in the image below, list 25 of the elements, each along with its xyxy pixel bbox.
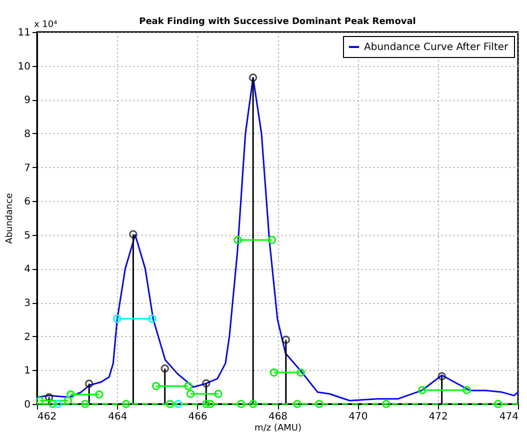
y-tick-label: 11 xyxy=(18,28,30,38)
y-tick-label: 1 xyxy=(24,366,30,377)
y-axis-title: Abundance xyxy=(4,192,15,244)
line-series xyxy=(36,76,519,402)
y-tick-label: 2 xyxy=(24,332,30,343)
y-tick-label: 3 xyxy=(24,298,30,310)
y-tick-label: 9 xyxy=(24,95,30,106)
text: x 10⁴ xyxy=(34,20,58,30)
y-tick-label: 4 xyxy=(24,264,30,276)
x-axis-title: m/z (AMU) xyxy=(254,424,302,434)
x-tick-label: 474 xyxy=(499,412,518,422)
y-tick-label: 8 xyxy=(24,128,30,140)
x-tick-label: 464 xyxy=(108,412,128,422)
x-tick-label: 470 xyxy=(348,412,368,422)
y-tick-label: 0 xyxy=(24,400,30,410)
legend-label: Abundance Curve After Filter xyxy=(364,42,510,53)
y-tick-label: 10 xyxy=(18,61,30,72)
y-tick-label: 7 xyxy=(24,162,30,174)
y-tick-label: 5 xyxy=(24,230,30,242)
chart-title: Peak Finding with Successive Dominant Peak Removal xyxy=(139,17,416,27)
x-tick-label: 468 xyxy=(268,412,288,422)
x-tick-label: 472 xyxy=(428,412,448,422)
y-tick-label: 6 xyxy=(24,196,30,208)
x-tick-label: 466 xyxy=(188,412,208,422)
x-tick-label: 462 xyxy=(38,412,57,422)
